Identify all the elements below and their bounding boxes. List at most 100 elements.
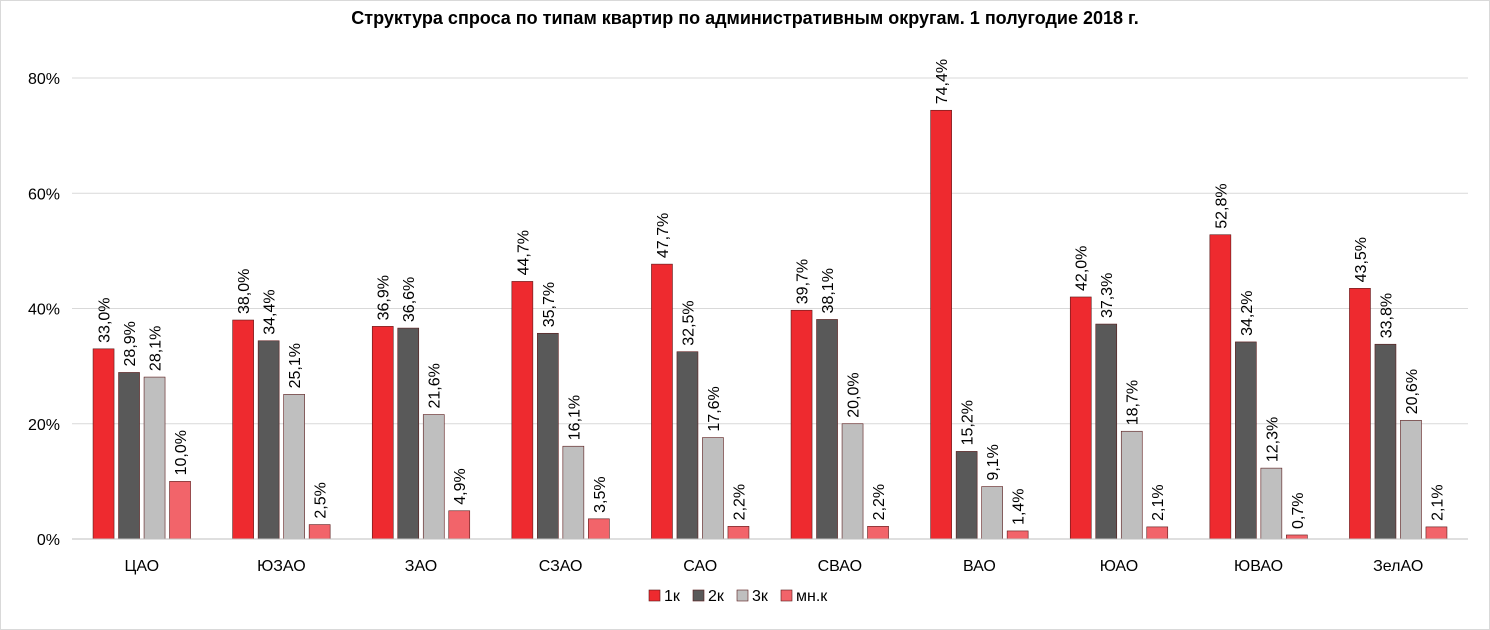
x-tick-label: ЗАО (405, 558, 437, 575)
y-tick-label: 20% (28, 417, 60, 434)
bar (981, 486, 1003, 540)
data-label: 33,8% (1378, 293, 1395, 338)
data-label: 1,4% (1011, 488, 1028, 524)
data-label: 36,6% (401, 277, 418, 322)
data-label: 35,7% (541, 282, 558, 327)
y-tick-label: 40% (28, 302, 60, 319)
legend: 1к 2к 3к мн.к (648, 588, 828, 605)
bar (1349, 288, 1371, 540)
data-label: 2,5% (313, 482, 330, 518)
data-label: 43,5% (1353, 237, 1370, 282)
bar (1209, 234, 1232, 540)
data-label: 3,5% (592, 476, 609, 512)
data-label: 2,2% (871, 484, 888, 520)
x-tick-label: САО (683, 558, 717, 575)
data-label: 74,4% (934, 59, 951, 104)
bar (651, 263, 673, 540)
bar (1006, 530, 1029, 540)
bar (118, 372, 140, 540)
data-label: 17,6% (706, 386, 723, 431)
data-label: 39,7% (795, 259, 812, 304)
bar (397, 327, 420, 540)
y-tick-label: 0% (37, 532, 60, 549)
y-tick-label: 60% (28, 186, 60, 203)
bar (727, 526, 750, 540)
bar (537, 332, 559, 540)
bar (790, 309, 813, 540)
x-tick-label: СВАО (818, 558, 862, 575)
x-tick-label: ВАО (963, 558, 996, 575)
x-tick-label: ЮЗАО (257, 558, 306, 575)
data-label: 18,7% (1125, 380, 1142, 425)
legend-swatch (780, 589, 793, 602)
data-label: 44,7% (515, 230, 532, 275)
x-tick-label: ЗелАО (1373, 558, 1423, 575)
data-label: 4,9% (452, 468, 469, 504)
data-label: 25,1% (287, 343, 304, 388)
legend-label: мн.к (796, 588, 828, 605)
x-tick-label: ЮАО (1100, 558, 1138, 575)
bar (588, 518, 610, 540)
bar (1400, 419, 1422, 540)
y-tick-label: 80% (28, 71, 60, 88)
x-tick-label: ЮВАО (1234, 558, 1283, 575)
bar (308, 524, 331, 540)
data-label: 9,1% (985, 444, 1002, 480)
bar (511, 281, 534, 540)
bar (1235, 341, 1257, 540)
chart-title: Структура спроса по типам квартир по адм… (351, 8, 1139, 28)
data-labels: 33,0% 28,9% 28,1% 10,0% 38,0% 34,4% 25,1% 2,5% 3… (97, 59, 1447, 529)
data-label: 20,6% (1404, 369, 1421, 414)
legend-label: 1к (664, 588, 681, 605)
bar (816, 319, 838, 540)
bar (867, 526, 889, 540)
bar (371, 326, 394, 540)
data-label: 28,1% (148, 326, 165, 371)
data-label: 38,1% (820, 268, 837, 313)
bar (1120, 430, 1143, 540)
bar (841, 423, 864, 540)
bar (1425, 526, 1448, 540)
data-label: 32,5% (680, 300, 697, 345)
data-label: 21,6% (427, 363, 444, 408)
data-label: 16,1% (566, 395, 583, 440)
x-axis: ЦАО ЮЗАО ЗАО СЗАО САО СВАО ВАО ЮАО ЮВАО ЗелАО (72, 538, 1468, 575)
data-label: 12,3% (1264, 417, 1281, 462)
bar (283, 394, 305, 540)
bar (143, 376, 166, 540)
data-label: 37,3% (1099, 273, 1116, 318)
x-tick-label: ЦАО (124, 558, 159, 575)
bar (562, 445, 585, 540)
x-tick-label: СЗАО (539, 558, 583, 575)
bar (92, 348, 115, 540)
data-label: 34,4% (262, 289, 279, 334)
data-label: 36,9% (376, 275, 393, 320)
bar (1286, 534, 1308, 540)
bar (1260, 467, 1283, 540)
gridlines (72, 77, 1468, 540)
data-label: 15,2% (960, 400, 977, 445)
bar (257, 340, 280, 540)
y-axis: 0% 20% 40% 60% 80% (28, 71, 60, 549)
data-label: 52,8% (1213, 183, 1230, 228)
data-label: 2,2% (731, 484, 748, 520)
legend-swatch (648, 589, 661, 602)
bar (1374, 343, 1397, 540)
bar (169, 481, 191, 540)
bar (930, 109, 952, 540)
bars (92, 109, 1448, 540)
bar (955, 451, 978, 540)
data-label: 42,0% (1074, 246, 1091, 291)
data-label: 34,2% (1239, 291, 1256, 336)
data-label: 28,9% (122, 321, 139, 366)
legend-swatch (692, 589, 705, 602)
data-label: 47,7% (655, 213, 672, 258)
bar (232, 319, 254, 540)
data-label: 2,1% (1429, 484, 1446, 520)
bar (1146, 526, 1169, 540)
data-label: 33,0% (97, 297, 114, 342)
legend-label: 3к (752, 588, 769, 605)
bar (702, 437, 724, 540)
data-label: 10,0% (173, 430, 190, 475)
